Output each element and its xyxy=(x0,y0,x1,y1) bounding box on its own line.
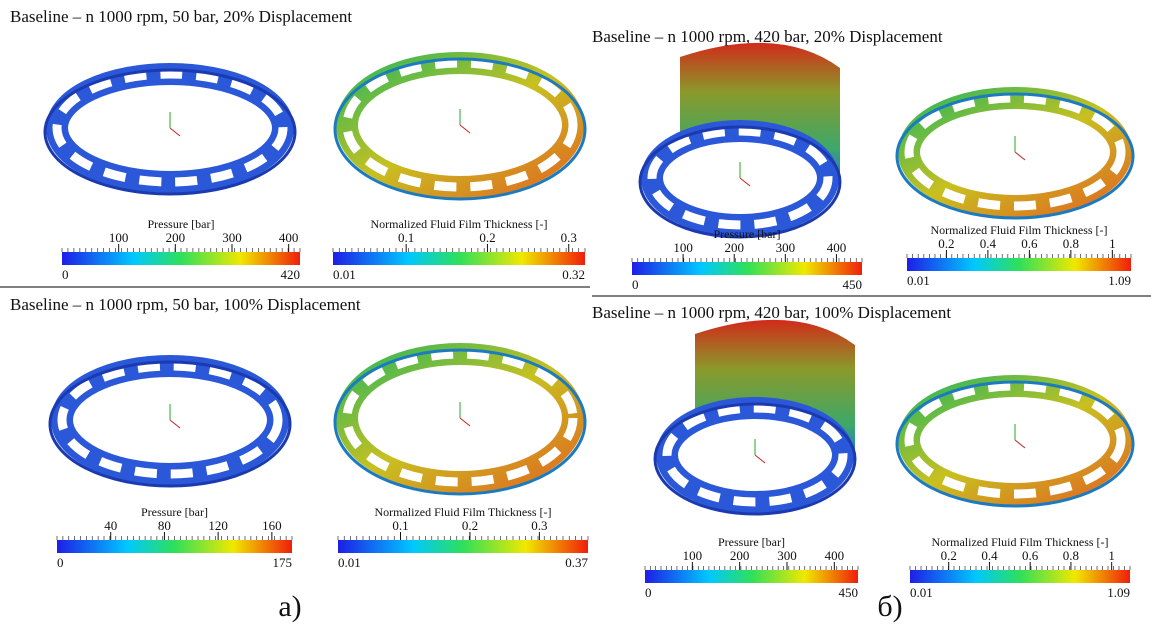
colorbar-min: 0 xyxy=(632,277,639,292)
colorbar-max: 175 xyxy=(273,555,293,570)
colorbar xyxy=(62,252,300,265)
colorbar-min: 0.01 xyxy=(907,273,930,288)
colorbar xyxy=(645,570,858,583)
colorbar-max: 450 xyxy=(839,585,859,600)
tick-label: 400 xyxy=(825,548,845,563)
ring-edge xyxy=(895,380,1135,508)
tick-label: 100 xyxy=(683,548,703,563)
axis-triad xyxy=(1014,151,1026,161)
colorbar-min: 0 xyxy=(645,585,652,600)
tick-label: 400 xyxy=(279,230,299,245)
ring-ports xyxy=(52,69,288,187)
tick-label: 0.4 xyxy=(980,236,997,251)
axis-triad xyxy=(459,417,471,427)
colorbar-label: Pressure [bar] xyxy=(718,535,785,549)
colorbar-label: Normalized Fluid Film Thickness [-] xyxy=(370,217,547,231)
tick-label: 400 xyxy=(827,240,847,255)
colorbar xyxy=(907,258,1131,271)
tick-label: 0.2 xyxy=(479,230,495,245)
ring-edge xyxy=(48,360,292,488)
ring-edge xyxy=(333,57,587,201)
tick-label: 0.6 xyxy=(1022,548,1039,563)
tick-label: 0.2 xyxy=(941,548,957,563)
colorbar-max: 0.37 xyxy=(565,555,588,570)
colorbar-max: 0.32 xyxy=(562,267,585,282)
colorbar-label: Normalized Fluid Film Thickness [-] xyxy=(931,535,1108,549)
tick-label: 80 xyxy=(158,518,171,533)
ring-edge xyxy=(333,348,587,496)
colorbar-min: 0 xyxy=(57,555,64,570)
tick-label: 120 xyxy=(208,518,228,533)
panel-title: Baseline – n 1000 rpm, 420 bar, 20% Disp… xyxy=(592,27,943,46)
colorbar-min: 0.01 xyxy=(333,267,356,282)
ring-ports xyxy=(647,126,833,230)
axis-triad xyxy=(169,419,181,429)
colorbar-label: Pressure [bar] xyxy=(148,217,215,231)
tick-label: 40 xyxy=(104,518,117,533)
colorbar xyxy=(338,540,588,553)
tick-label: 100 xyxy=(673,240,693,255)
ring-edge xyxy=(43,68,297,196)
colorbar-label: Pressure [bar] xyxy=(141,505,208,519)
tick-label: 0.2 xyxy=(462,518,478,533)
ring-ports xyxy=(662,403,848,507)
tick-label: 0.6 xyxy=(1021,236,1038,251)
tick-label: 0.8 xyxy=(1063,548,1079,563)
axis-triad xyxy=(459,124,471,134)
tick-label: 100 xyxy=(109,230,129,245)
colorbar-max: 450 xyxy=(843,277,863,292)
tick-label: 0.4 xyxy=(981,548,998,563)
tick-label: 200 xyxy=(166,230,186,245)
colorbar-min: 0.01 xyxy=(910,585,933,600)
panel-title: Baseline – n 1000 rpm, 420 bar, 100% Dis… xyxy=(592,303,951,322)
axis-triad xyxy=(754,454,766,464)
ring-edge xyxy=(653,402,857,516)
ring-ports xyxy=(57,361,283,479)
tick-label: 300 xyxy=(777,548,797,563)
panel-title: Baseline – n 1000 rpm, 50 bar, 20% Displ… xyxy=(10,7,352,26)
tick-label: 0.1 xyxy=(392,518,408,533)
colorbar-max: 420 xyxy=(281,267,301,282)
tick-label: 0.3 xyxy=(561,230,577,245)
ring-ports xyxy=(904,93,1126,211)
colorbar xyxy=(910,570,1130,583)
colorbar-label: Pressure [bar] xyxy=(714,227,781,241)
tick-label: 300 xyxy=(222,230,242,245)
tick-label: 0.1 xyxy=(398,230,414,245)
tick-label: 0.8 xyxy=(1063,236,1079,251)
ring-ports xyxy=(342,58,578,192)
colorbar xyxy=(333,252,585,265)
ring-ports xyxy=(342,349,578,487)
axis-triad xyxy=(169,127,181,137)
tick-label: 1 xyxy=(1108,548,1115,563)
axis-triad xyxy=(739,177,751,187)
axis-triad xyxy=(1014,439,1026,449)
tick-label: 200 xyxy=(724,240,744,255)
colorbar xyxy=(632,262,862,275)
tick-label: 0.2 xyxy=(938,236,954,251)
colorbar-label: Normalized Fluid Film Thickness [-] xyxy=(374,505,551,519)
tick-label: 160 xyxy=(262,518,282,533)
ring-edge xyxy=(638,125,842,239)
colorbar-label: Normalized Fluid Film Thickness [-] xyxy=(930,223,1107,237)
colorbar-min: 0.01 xyxy=(338,555,361,570)
panel-title: Baseline – n 1000 rpm, 50 bar, 100% Disp… xyxy=(10,295,361,314)
colorbar-min: 0 xyxy=(62,267,69,282)
caption: a) xyxy=(278,590,301,623)
tick-label: 300 xyxy=(776,240,796,255)
colorbar xyxy=(57,540,292,553)
colorbar-max: 1.09 xyxy=(1108,273,1131,288)
ring-ports xyxy=(904,381,1126,499)
colorbar-max: 1.09 xyxy=(1107,585,1130,600)
tick-label: 1 xyxy=(1109,236,1116,251)
tick-label: 200 xyxy=(730,548,750,563)
caption: б) xyxy=(877,590,902,623)
ring-edge xyxy=(895,92,1135,220)
tick-label: 0.3 xyxy=(531,518,547,533)
